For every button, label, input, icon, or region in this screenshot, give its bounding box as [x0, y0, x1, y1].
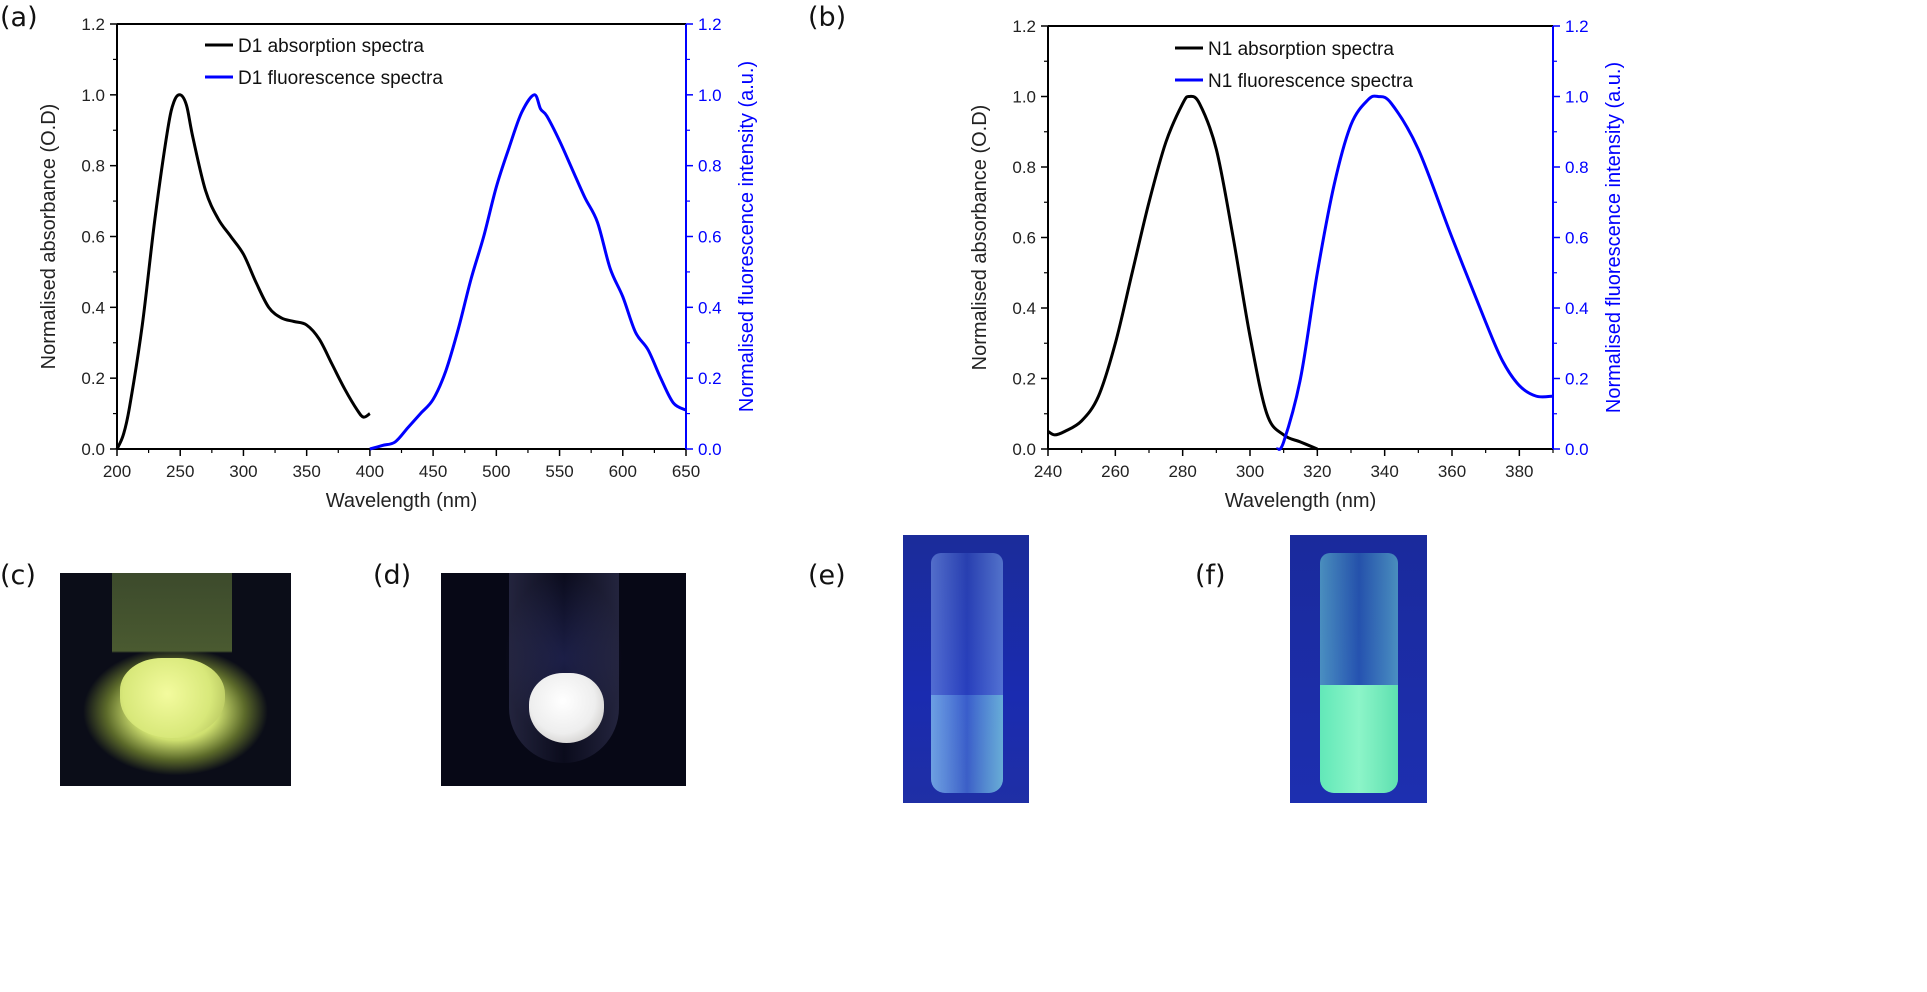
chart-b-y-tick-label: 1.2 — [1012, 17, 1036, 36]
panel-label-b: (b) — [808, 2, 847, 33]
chart-a-y-tick-label: 0.2 — [81, 369, 105, 388]
chart-b-legend-label: N1 absorption spectra — [1208, 39, 1394, 60]
chart-a-series-absorption-line — [115, 93, 371, 450]
chart-b-x-tick-label: 240 — [1034, 462, 1062, 481]
chart-a-y2-tick-label: 0.4 — [698, 298, 722, 317]
chart-b-y-axis-label: Normalised absorbance (O.D) — [969, 105, 991, 371]
panel-label-e: (e) — [808, 560, 846, 591]
chart-b-y2-tick-label: 0.8 — [1565, 158, 1589, 177]
chart-b-x-tick-label: 320 — [1303, 462, 1331, 481]
chart-b-x-tick-label: 280 — [1168, 462, 1196, 481]
chart-b-y-tick-label: 1.0 — [1012, 88, 1036, 107]
chart-b-y-tick-label: 0.4 — [1012, 299, 1036, 318]
chart-a-x-tick-label: 650 — [672, 462, 700, 481]
photo-n1-solution-vial — [903, 535, 1029, 803]
figure-charts: 200 250 300 350 400 450 500 550 600 650 0.0 0.0 0.2 0… — [38, 15, 1625, 512]
photo-d1-solution-vial — [1290, 535, 1427, 803]
chart-b-legend-label: N1 fluorescence spectra — [1208, 71, 1413, 92]
chart-a-y-tick-label: 1.2 — [81, 15, 105, 34]
chart-b-y2-tick-label: 1.0 — [1565, 88, 1589, 107]
chart-b-x-tick-label: 360 — [1438, 462, 1466, 481]
chart-a-legend-label: D1 absorption spectra — [238, 36, 424, 57]
chart-a-x-tick-label: 350 — [292, 462, 320, 481]
chart-a-series-fluorescence-line — [369, 93, 687, 451]
photo-n1-powder-tube — [441, 573, 686, 786]
chart-a-x-axis-label: Wavelength (nm) — [326, 490, 478, 512]
chart-a-plot: 200 250 300 350 400 450 500 550 600 650 0.0 0.0 0.2 0… — [38, 15, 758, 512]
chart-a-x-tick-label: 500 — [482, 462, 510, 481]
chart-a-y2-tick-label: 1.0 — [698, 86, 722, 105]
chart-a-y-tick-label: 0.6 — [81, 228, 105, 247]
chart-b-plot: 240 260 280 300 320 340 360 380 0.0 0.0 0.2 0.2 0.4 0… — [969, 17, 1625, 512]
chart-b-y2-tick-label: 0.0 — [1565, 440, 1589, 459]
chart-a-y2-tick-label: 0.8 — [698, 157, 722, 176]
chart-a-y-tick-label: 0.8 — [81, 157, 105, 176]
chart-a-x-tick-label: 550 — [545, 462, 573, 481]
chart-a-y2-tick-label: 0.0 — [698, 440, 722, 459]
panel-label-d: (d) — [373, 560, 412, 591]
chart-a-y2-tick-label: 0.2 — [698, 369, 722, 388]
chart-a-y2-tick-label: 1.2 — [698, 15, 722, 34]
chart-a-x-tick-label: 300 — [229, 462, 257, 481]
photo-d1-powder-tube — [60, 573, 291, 786]
chart-b-y-tick-label: 0.2 — [1012, 370, 1036, 389]
chart-b-x-tick-label: 300 — [1236, 462, 1264, 481]
chart-b-y2-tick-label: 0.4 — [1565, 299, 1589, 318]
chart-b-series-fluorescence-line — [1275, 94, 1554, 451]
chart-a-y-axis-label: Normalised absorbance (O.D) — [38, 104, 60, 370]
chart-b-y2-tick-label: 1.2 — [1565, 17, 1589, 36]
panel-label-f: (f) — [1195, 560, 1226, 591]
chart-a-y-tick-label: 1.0 — [81, 86, 105, 105]
chart-b-y-tick-label: 0.0 — [1012, 440, 1036, 459]
chart-a-x-tick-label: 600 — [609, 462, 637, 481]
chart-a-x-tick-label: 450 — [419, 462, 447, 481]
chart-b-y2-axis-label: Normalised fluorescence intensity (a.u.) — [1603, 62, 1625, 413]
chart-a-x-tick-label: 250 — [166, 462, 194, 481]
chart-a-y-tick-label: 0.4 — [81, 298, 105, 317]
chart-b-y2-tick-label: 0.6 — [1565, 229, 1589, 248]
panel-label-a: (a) — [0, 2, 38, 33]
chart-b-series-absorption-line — [1047, 94, 1318, 451]
chart-b-y-tick-label: 0.6 — [1012, 229, 1036, 248]
chart-b-y-tick-label: 0.8 — [1012, 158, 1036, 177]
chart-a-legend-label: D1 fluorescence spectra — [238, 68, 443, 89]
chart-a-y2-tick-label: 0.6 — [698, 228, 722, 247]
chart-a-x-tick-label: 200 — [103, 462, 131, 481]
chart-a-y2-axis-label: Normalised fluorescence intensity (a.u.) — [736, 61, 758, 412]
chart-b-x-tick-label: 380 — [1505, 462, 1533, 481]
chart-b-x-axis-label: Wavelength (nm) — [1225, 490, 1377, 512]
chart-b-x-tick-label: 260 — [1101, 462, 1129, 481]
chart-b-x-tick-label: 340 — [1370, 462, 1398, 481]
chart-a-y-tick-label: 0.0 — [81, 440, 105, 459]
panel-label-c: (c) — [0, 560, 36, 591]
chart-a-x-tick-label: 400 — [356, 462, 384, 481]
chart-b-y2-tick-label: 0.2 — [1565, 370, 1589, 389]
